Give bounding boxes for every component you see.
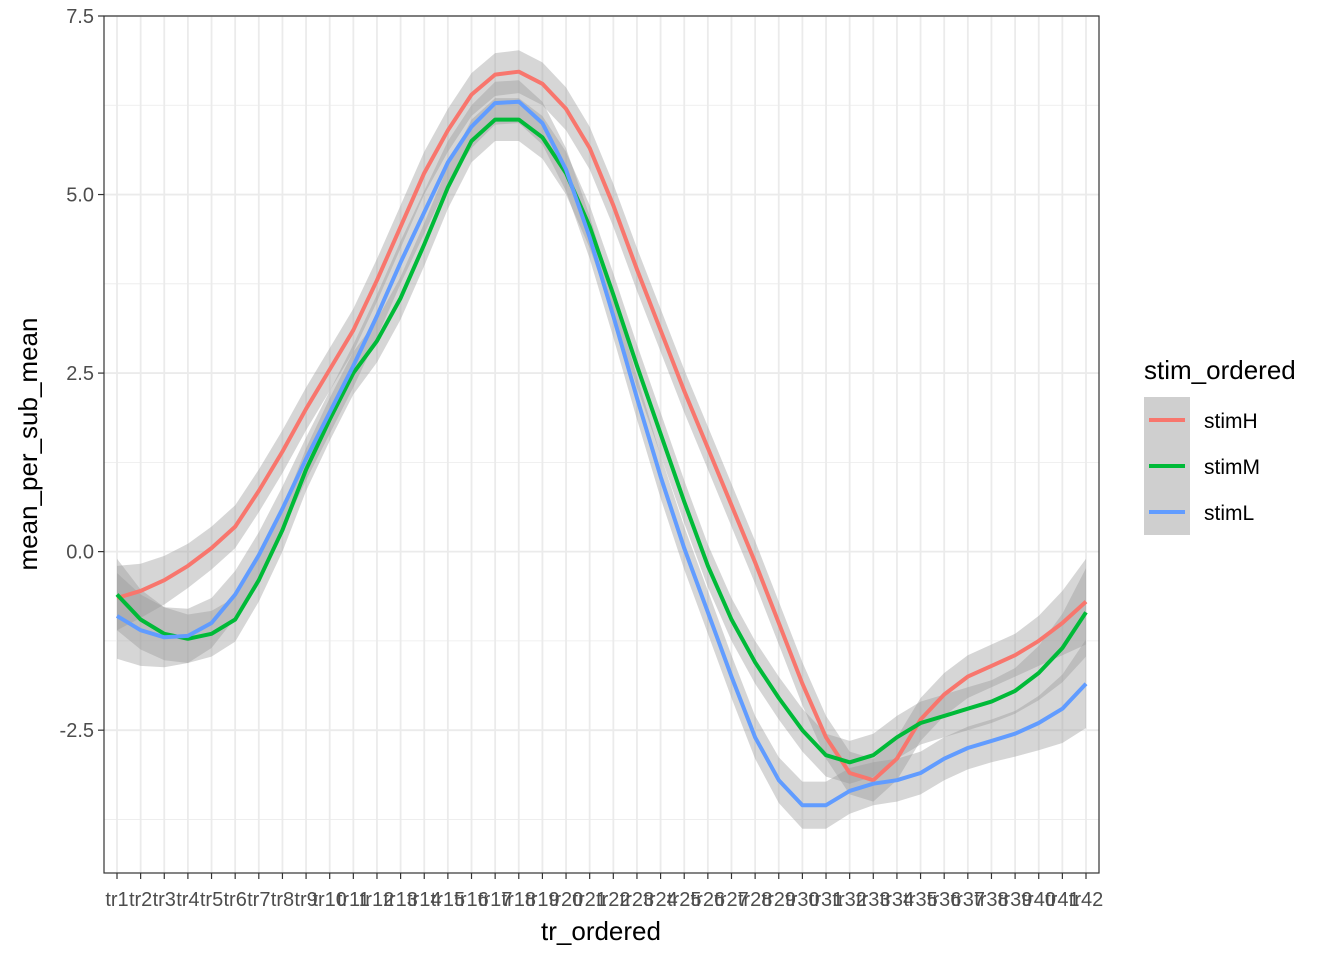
x-tick-label: tr12 bbox=[360, 889, 394, 911]
x-tick-label: tr37 bbox=[951, 889, 985, 911]
x-tick-label: tr13 bbox=[383, 889, 417, 911]
x-tick-label: tr34 bbox=[880, 889, 914, 911]
x-tick-label: tr14 bbox=[407, 889, 441, 911]
legend-title: stim_ordered bbox=[1144, 355, 1296, 385]
x-tick-label: tr39 bbox=[998, 889, 1032, 911]
x-axis-ticks: tr1 tr2 tr3 tr4 tr5 tr6 tr7 tr8 tr9tr10tr11tr12t… bbox=[105, 873, 1103, 911]
x-tick-label: tr22 bbox=[596, 889, 630, 911]
x-tick-label: tr31 bbox=[809, 889, 843, 911]
x-tick-label: tr1 bbox=[105, 889, 128, 911]
x-tick-label: tr7 bbox=[247, 889, 270, 911]
x-tick-label: tr35 bbox=[903, 889, 937, 911]
legend: stim_ordered stimH stimM stimL bbox=[1144, 355, 1296, 535]
x-tick-label: tr28 bbox=[738, 889, 772, 911]
minor-gridlines bbox=[104, 104, 1099, 820]
x-tick-label: tr27 bbox=[714, 889, 748, 911]
legend-items: stimH stimM stimL bbox=[1144, 397, 1260, 535]
x-tick-label: tr5 bbox=[200, 889, 223, 911]
x-tick-label: tr29 bbox=[762, 889, 796, 911]
x-tick-label: tr11 bbox=[337, 889, 370, 911]
series-line-stimL bbox=[115, 99, 1088, 808]
series-line-stimH bbox=[116, 69, 1088, 783]
x-tick-label: tr41 bbox=[1045, 889, 1079, 911]
y-tick-label: 5.0 bbox=[66, 185, 94, 207]
legend-label-stimL: stimL bbox=[1204, 502, 1254, 525]
ribbon-stimL bbox=[117, 80, 1086, 829]
y-tick-label: 2.5 bbox=[66, 363, 94, 385]
y-axis-ticks: -2.5 0.0 2.5 5.0 7.5 bbox=[60, 6, 104, 742]
series-lines bbox=[115, 69, 1088, 808]
x-tick-label: tr18 bbox=[502, 889, 536, 911]
plot-panel bbox=[103, 15, 1100, 874]
x-tick-label: tr6 bbox=[223, 889, 246, 911]
x-tick-label: tr3 bbox=[153, 889, 176, 911]
x-tick-label: tr33 bbox=[856, 889, 890, 911]
x-axis-title: tr_ordered bbox=[541, 916, 661, 946]
x-tick-label: tr16 bbox=[454, 889, 488, 911]
x-tick-label: tr38 bbox=[974, 889, 1008, 911]
y-tick-label: 7.5 bbox=[66, 6, 94, 28]
x-tick-label: tr32 bbox=[832, 889, 866, 911]
x-tick-label: tr30 bbox=[785, 889, 819, 911]
x-tick-label: tr25 bbox=[667, 889, 701, 911]
x-tick-label: tr9 bbox=[294, 889, 317, 911]
x-tick-label: tr10 bbox=[312, 889, 346, 911]
x-tick-label: tr17 bbox=[478, 889, 512, 911]
x-tick-label: tr2 bbox=[129, 889, 152, 911]
x-tick-label: tr40 bbox=[1021, 889, 1055, 911]
x-tick-label: tr24 bbox=[643, 889, 677, 911]
legend-label-stimM: stimM bbox=[1204, 456, 1260, 479]
x-tick-label: tr19 bbox=[525, 889, 559, 911]
y-axis-title: mean_per_sub_mean bbox=[13, 318, 43, 571]
x-tick-label: tr42 bbox=[1069, 889, 1103, 911]
x-tick-label: tr36 bbox=[927, 889, 961, 911]
x-tick-label: tr20 bbox=[549, 889, 583, 911]
x-tick-label: tr21 bbox=[572, 889, 606, 911]
confidence-ribbons bbox=[117, 50, 1086, 829]
x-tick-label: tr4 bbox=[176, 889, 199, 911]
x-tick-label: tr15 bbox=[431, 889, 465, 911]
ribbon-stimM bbox=[117, 98, 1086, 784]
series-line-stimM bbox=[115, 117, 1088, 765]
major-gridlines bbox=[104, 15, 1099, 873]
x-tick-label: tr23 bbox=[620, 889, 654, 911]
y-tick-label: -2.5 bbox=[60, 720, 94, 742]
panel-border bbox=[103, 15, 1100, 874]
legend-label-stimH: stimH bbox=[1204, 410, 1258, 433]
y-tick-label: 0.0 bbox=[66, 542, 94, 564]
x-tick-label: tr8 bbox=[271, 889, 294, 911]
x-tick-label: tr26 bbox=[691, 889, 725, 911]
